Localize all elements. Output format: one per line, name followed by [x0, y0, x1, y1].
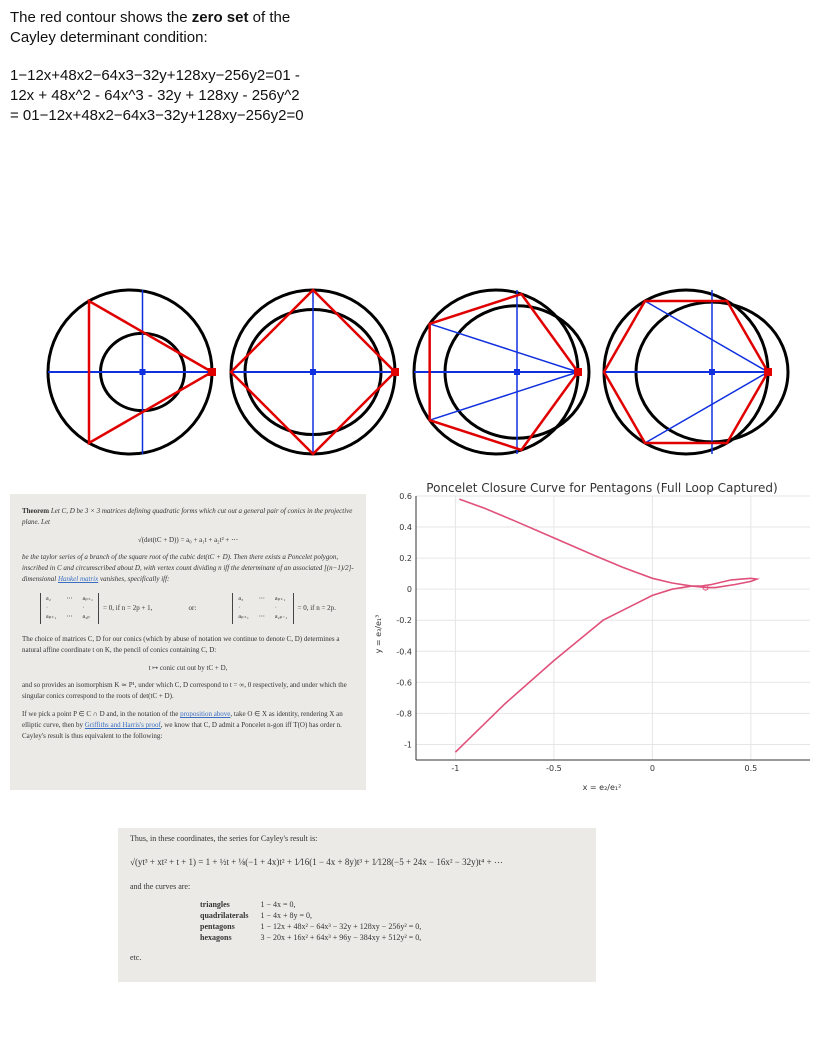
cayley-intro: Thus, in these coordinates, the series f… [130, 834, 318, 843]
y-tick-label: -0.6 [396, 678, 412, 687]
poncelet-polygon [602, 299, 770, 445]
matrix-entry [67, 604, 73, 613]
matrix-entry [259, 604, 265, 613]
theorem-formula-2: t ↦ conic cut out by tC + D, [148, 664, 228, 672]
matrix-entry: aₚ₊₁ [82, 596, 94, 602]
matrix-entry: a₂ₚ₋₁ [274, 614, 288, 620]
matrix-entry: ⋯ [258, 614, 265, 620]
zero-set-bold: zero set [191, 9, 249, 26]
curve-marker [702, 584, 709, 591]
chart-xlabel: x = e₂/e₁² [583, 783, 622, 792]
y-tick-label: -1 [404, 740, 412, 749]
curve-equation: 1 − 4x = 0, [260, 900, 296, 909]
y-tick-label: -0.8 [396, 709, 412, 718]
x-tick-label: -1 [451, 764, 459, 773]
center-point [514, 369, 520, 375]
curve-name: triangles [200, 900, 230, 909]
pentagon-closure-chart: Poncelet Closure Curve for Pentagons (Fu… [374, 481, 810, 792]
cayley-equation: 1−12x+48x2−64x3−32y+128xy−256y2=01 - 12x… [10, 67, 304, 124]
intro-text: The red contour shows the zero set of th… [10, 8, 310, 144]
x-tick-label: 0 [650, 764, 655, 773]
intro-sentence: The red contour shows the zero set of th… [10, 9, 291, 46]
matrix-entry: · [82, 605, 85, 611]
theorem-screenshot: Theorem Let C, D be 3 × 3 matrices defin… [10, 494, 366, 790]
hankel-matrices: a₂ ⋯ aₚ₊₁ · · aₚ₊₁ ⋯ a₂ₚ = 0, if n = 2p + 1, or… [22, 593, 354, 624]
contact-point [391, 368, 399, 376]
chart-title: Poncelet Closure Curve for Pentagons (Fu… [426, 481, 777, 495]
matrix-entry: a₂ [46, 596, 51, 602]
theorem-paragraph-5: If we pick a point P ∈ C ∩ D and, in the… [22, 710, 343, 740]
matrix-entry: a₂ₚ [82, 614, 90, 620]
curve-equation: 3 − 20x + 16x² + 64x³ + 96y − 384xy + 51… [260, 933, 422, 942]
chord-line [644, 300, 769, 373]
y-tick-label: -0.2 [396, 616, 412, 625]
theorem-paragraph-4: and so provides an isomorphism K ≃ P¹, u… [22, 681, 347, 700]
theorem-title: Theorem [22, 507, 50, 515]
cayley-series-formula: √(yt³ + xt² + t + 1) = 1 + ½t + ⅛(−1 + 4… [130, 857, 503, 867]
curves-table: triangles 1 − 4x = 0, quadrilaterals 1 − 4x… [194, 899, 427, 943]
hankel-matrix-odd: a₂ ⋯ aₚ₊₁ · · aₚ₊₁ ⋯ a₂ₚ [40, 593, 100, 624]
curve-row: triangles 1 − 4x = 0, [194, 899, 427, 910]
y-tick-label: 0.2 [399, 554, 412, 563]
chord-line [644, 371, 769, 444]
matrix-entry: · [274, 605, 277, 611]
curve-name: quadrilaterals [200, 911, 249, 920]
matrix-entry: · [46, 605, 49, 611]
center-point [310, 369, 316, 375]
y-tick-label: 0 [407, 585, 412, 594]
y-tick-label: -0.4 [396, 647, 412, 656]
cayley-series-screenshot: Thus, in these coordinates, the series f… [118, 828, 596, 982]
poncelet-polygon [428, 292, 580, 452]
theorem-statement: Theorem Let C, D be 3 × 3 matrices defin… [22, 507, 353, 526]
curve-name: pentagons [200, 922, 235, 931]
x-tick-label: -0.5 [546, 764, 562, 773]
center-point [709, 369, 715, 375]
closure-curve [454, 498, 760, 753]
x-tick-label: 0.5 [745, 764, 758, 773]
curve-equation: 1 − 4x + 8y = 0, [260, 911, 312, 920]
curve-row: pentagons 1 − 12x + 48x² − 64x³ − 32y + 1… [194, 921, 427, 932]
matrix-entry: aₚ₊₁ [238, 614, 249, 620]
chord-line [429, 323, 579, 373]
matrix-entry: · [238, 605, 241, 611]
hankel-matrix-link[interactable]: Hankel matrix [57, 575, 99, 583]
contact-point [208, 368, 216, 376]
matrix-entry: aₚ₊₁ [46, 614, 57, 620]
curve-row: hexagons 3 − 20x + 16x² + 64x³ + 96y − 38… [194, 932, 427, 943]
cayley-etc: etc. [130, 953, 142, 962]
y-tick-label: 0.4 [399, 523, 412, 532]
contact-point [764, 368, 772, 376]
matrix-entry: a₃ [238, 596, 244, 602]
chart-ylabel: y = e₃/e₁³ [374, 615, 383, 654]
contact-point [574, 368, 582, 376]
poncelet-polygon [87, 298, 215, 446]
matrix-entry: ⋯ [66, 614, 73, 620]
chord-line [429, 371, 579, 421]
center-point [139, 369, 146, 375]
poncelet-polygons-figure [46, 288, 790, 456]
theorem-paragraph-2: be the taylor series of a branch of the … [22, 553, 354, 583]
curve-name: hexagons [200, 933, 232, 942]
hankel-matrix-even: a₃ ⋯ aₚ₊₁ · · aₚ₊₁ ⋯ a₂ₚ₋₁ [232, 593, 294, 624]
theorem-formula-1: √(det(tC + D)) = a₀ + a₁t + a₂t² + ⋯ [137, 536, 239, 544]
matrix-entry: ⋯ [66, 596, 73, 602]
curve-row: quadrilaterals 1 − 4x + 8y = 0, [194, 910, 427, 921]
y-tick-label: 0.6 [399, 492, 412, 501]
matrix-entry: ⋯ [258, 596, 265, 602]
theorem-paragraph-3: The choice of matrices C, D for our coni… [22, 635, 340, 654]
griffiths-harris-link[interactable]: Griffiths and Harris's proof [84, 721, 161, 729]
curve-equation: 1 − 12x + 48x² − 64x³ − 32y + 128xy − 25… [260, 922, 422, 931]
matrix-entry: aₚ₊₁ [274, 596, 286, 602]
poncelet-polygon [229, 288, 397, 456]
curves-intro: and the curves are: [130, 882, 191, 891]
proposition-link[interactable]: proposition above [180, 710, 231, 718]
